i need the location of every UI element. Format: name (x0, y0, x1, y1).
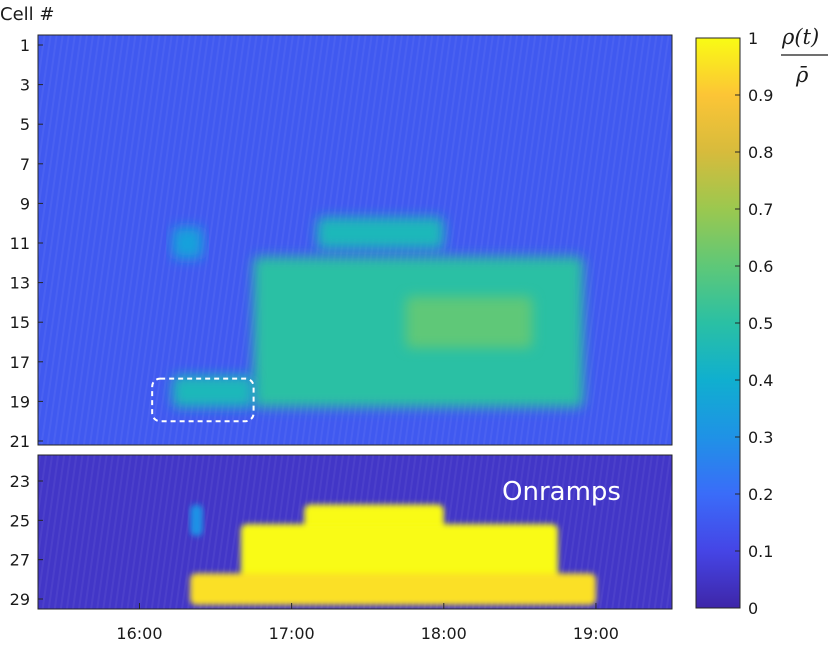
mainline-region-5 (172, 375, 254, 408)
mainline-panel-frame (37, 34, 673, 446)
y-tick-label: 9 (20, 194, 30, 213)
highlight-box (151, 377, 255, 423)
y-tick-label: 27 (10, 551, 30, 570)
y-tick-label: 19 (10, 392, 30, 411)
y-tick-label: 3 (20, 76, 30, 95)
colorbar-tick-label: 0.5 (748, 314, 773, 333)
colorbar (695, 37, 741, 609)
colorbar-ticks: 0 0.1 0.2 0.3 0.4 0.5 0.6 0.7 0.8 0.9 1 (735, 29, 773, 618)
colorbar-tick-label: 0.4 (748, 371, 773, 390)
x-tick-label: 18:00 (421, 624, 467, 643)
colorbar-tick-label: 0.3 (748, 428, 773, 447)
onramps-region-4 (190, 504, 203, 537)
colorbar-tick-label: 0.6 (748, 257, 773, 276)
colorbar-label-denominator: ρ̄ (795, 63, 809, 87)
colorbar-tick-label: 1 (748, 29, 758, 48)
x-ticks: 16:00 17:00 18:00 19:00 (116, 603, 619, 643)
y-axis-title: Cell # (0, 4, 54, 25)
y-tick-label: 25 (10, 511, 30, 530)
y-tick-label: 17 (10, 353, 30, 372)
y-tick-label: 23 (10, 472, 30, 491)
onramps-y-ticks: 23 25 27 29 (10, 472, 43, 609)
colorbar-tick-label: 0.1 (748, 542, 773, 561)
onramps-heatmap-panel (38, 455, 672, 609)
x-tick-label: 17:00 (269, 624, 315, 643)
y-tick-label: 29 (10, 590, 30, 609)
y-tick-label: 5 (20, 115, 30, 134)
colorbar-tick-label: 0.7 (748, 200, 773, 219)
colorbar-label-numerator: ρ(t) (781, 25, 819, 49)
y-tick-label: 7 (20, 155, 30, 174)
colorbar-tick-label: 0.8 (748, 143, 773, 162)
mainline-region-2 (172, 227, 203, 259)
colorbar-tick-label: 0.2 (748, 485, 773, 504)
y-tick-label: 11 (10, 234, 30, 253)
mainline-region-1 (316, 217, 444, 249)
colorbar-tick-label: 0 (748, 599, 758, 618)
onramps-region-3 (190, 573, 596, 605)
onramps-panel-frame (37, 454, 673, 610)
y-tick-label: 21 (10, 432, 30, 451)
mainline-region-4 (405, 296, 533, 348)
colorbar-tick-label: 0.9 (748, 86, 773, 105)
x-tick-label: 19:00 (573, 624, 619, 643)
y-tick-label: 13 (10, 274, 30, 293)
y-tick-label: 1 (20, 36, 30, 55)
y-tick-label: 15 (10, 313, 30, 332)
onramps-annotation: Onramps (502, 477, 621, 507)
x-tick-label: 16:00 (116, 624, 162, 643)
mainline-heatmap-panel (38, 35, 672, 445)
colorbar-label: ρ(t) ρ̄ (781, 25, 828, 87)
